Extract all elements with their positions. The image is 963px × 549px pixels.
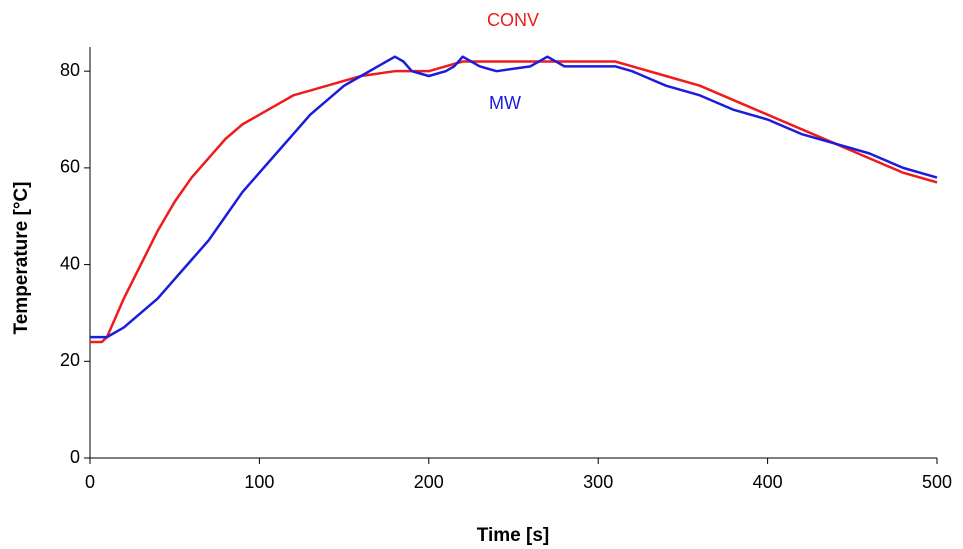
x-tick-label: 0 bbox=[85, 472, 95, 492]
x-tick-label: 100 bbox=[244, 472, 274, 492]
series-label: MW bbox=[489, 93, 521, 113]
y-tick-label: 20 bbox=[60, 350, 80, 370]
x-tick-label: 300 bbox=[583, 472, 613, 492]
series-label: CONV bbox=[487, 10, 539, 30]
x-axis-title: Time [s] bbox=[477, 525, 550, 546]
y-tick-label: 60 bbox=[60, 157, 80, 177]
x-tick-label: 500 bbox=[922, 472, 952, 492]
y-tick-label: 40 bbox=[60, 253, 80, 273]
y-tick-label: 80 bbox=[60, 60, 80, 80]
series-line bbox=[90, 55, 938, 339]
x-tick-label: 400 bbox=[753, 472, 783, 492]
y-axis-title: Temperature [°C] bbox=[11, 182, 32, 335]
y-tick-label: 0 bbox=[70, 447, 80, 467]
x-tick-label: 200 bbox=[414, 472, 444, 492]
series-line bbox=[90, 60, 938, 344]
